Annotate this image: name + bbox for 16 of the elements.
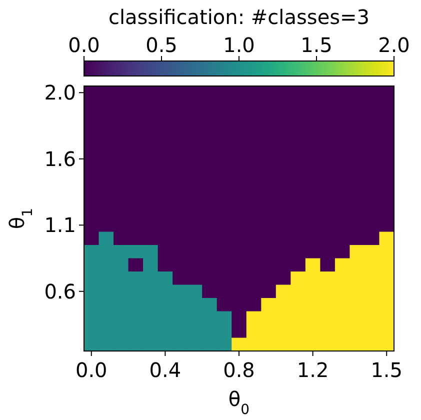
y-tick-label: 1.1: [44, 213, 76, 238]
y-tick-label: 0.6: [44, 279, 76, 304]
x-tick-label: 0.0: [75, 358, 108, 382]
y-tick-label: 2.0: [44, 80, 76, 105]
color-bar-label: 1.5: [300, 33, 332, 57]
color-bar-title: classification: #classes=3: [108, 5, 370, 29]
x-tick-label: 0.4: [149, 358, 182, 382]
color-bar-label: 0.0: [68, 33, 100, 57]
x-tick-label: 0.8: [223, 358, 255, 382]
color-bar-label: 0.5: [146, 33, 178, 57]
x-axis-title: θ$_{0}$: [228, 387, 250, 418]
x-tick-label: 1.2: [296, 358, 329, 382]
color-bar-label: 1.0: [223, 33, 255, 57]
y-tick-label: 1.6: [44, 146, 76, 171]
x-tick-label: 1.5: [370, 358, 403, 382]
color-bar-label: 2.0: [378, 33, 410, 57]
